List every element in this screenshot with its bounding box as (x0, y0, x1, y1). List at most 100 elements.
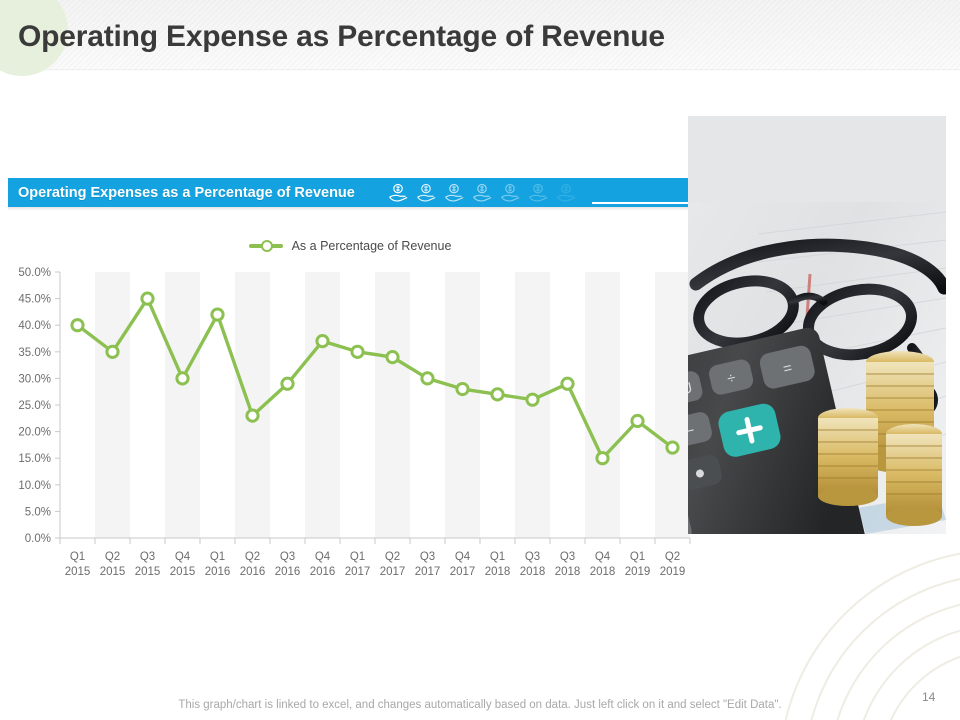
x-axis-label-quarter: Q2 (665, 551, 680, 563)
chart-title-underline (592, 202, 688, 204)
data-point-marker[interactable] (455, 381, 470, 397)
svg-text:−: − (688, 422, 697, 441)
data-point-marker[interactable] (560, 376, 575, 391)
y-axis-label: 30.0% (18, 373, 51, 385)
x-axis-label-year: 2019 (660, 566, 686, 578)
data-point-marker[interactable] (595, 451, 610, 466)
y-axis-label: 10.0% (18, 480, 51, 492)
x-axis-label-year: 2017 (380, 566, 406, 578)
x-axis-label-year: 2015 (135, 566, 161, 578)
data-point[interactable]: Q1 2015: 40% (70, 318, 85, 333)
x-axis-label-year: 2017 (345, 566, 371, 578)
x-axis-label-quarter: Q4 (595, 551, 611, 563)
x-axis-label-year: 2017 (450, 566, 476, 578)
data-point-marker[interactable] (385, 350, 400, 365)
data-point-marker[interactable] (245, 408, 260, 423)
data-point[interactable]: Q2 2016: 23% (245, 408, 260, 423)
legend-line-swatch (248, 240, 283, 252)
line-chart-svg[interactable]: 0.0% 5.0% 10.0% 15.0% 20.0% 25.0% 30.0% 35.0% 40… (0, 264, 700, 594)
header-band-edge (0, 69, 960, 71)
x-axis-label-year: 2018 (555, 566, 581, 578)
finance-photo: % MU ÷ = × − 3 00 (688, 116, 946, 534)
plot-band (585, 272, 620, 538)
x-axis-label-quarter: Q3 (420, 551, 435, 563)
data-point[interactable]: Q3 2016: 29% (280, 376, 295, 391)
x-axis-label-quarter: Q4 (175, 551, 191, 563)
data-point[interactable]: Q1 2018: 27% (490, 387, 505, 402)
x-axis-label-quarter: Q1 (350, 551, 365, 563)
data-point[interactable]: Q4 2018: 15% (595, 451, 610, 466)
data-point-marker[interactable] (490, 387, 505, 402)
plot-band (95, 272, 130, 538)
plot-band (655, 272, 690, 538)
y-axis-label: 15.0% (18, 453, 51, 465)
hand-holding-coin-icon (445, 183, 464, 201)
data-point-marker[interactable] (105, 344, 120, 359)
data-point-marker[interactable] (420, 371, 435, 386)
data-point[interactable]: Q2 2015: 35% (105, 344, 120, 359)
svg-text:÷: ÷ (725, 369, 737, 387)
x-axis-label-year: 2015 (65, 566, 91, 578)
x-axis-label-year: 2018 (485, 566, 511, 578)
chart-title-bar: Operating Expenses as a Percentage of Re… (8, 178, 688, 207)
hand-holding-coin-icon (557, 183, 576, 201)
x-axis-label-quarter: Q1 (210, 551, 225, 563)
page-title: Operating Expense as Percentage of Reven… (18, 20, 665, 53)
data-point[interactable]: Q3 2018: 29% (560, 376, 575, 391)
x-axis-label-year: 2019 (625, 566, 651, 578)
data-point-marker[interactable] (525, 392, 540, 407)
y-axis-label: 50.0% (18, 267, 51, 279)
data-point[interactable]: Q2 2017: 34% (385, 350, 400, 365)
data-point[interactable]: Q4 2017: 28% (455, 381, 470, 397)
data-point-marker[interactable] (350, 344, 365, 359)
x-axis-label-quarter: Q1 (630, 551, 645, 563)
hand-holding-coin-icon (473, 183, 492, 201)
data-point[interactable]: Q1 2017: 35% (350, 344, 365, 359)
data-point[interactable]: Q3 2015: 45% (140, 291, 155, 306)
data-point-marker[interactable] (140, 291, 155, 306)
data-point[interactable]: Q1 2019: 22% (630, 413, 645, 429)
data-point-marker[interactable] (315, 334, 330, 349)
data-point-marker[interactable] (210, 307, 225, 322)
data-point-marker[interactable] (70, 318, 85, 333)
data-point[interactable]: Q4 2015: 30% (175, 371, 190, 386)
data-line[interactable] (75, 296, 675, 460)
x-axis-label-quarter: Q1 (70, 551, 85, 563)
chart-title: Operating Expenses as a Percentage of Re… (18, 184, 355, 201)
data-point-marker[interactable] (665, 440, 680, 455)
data-point[interactable]: Q3 2018: 26% (525, 392, 540, 407)
data-point-marker[interactable] (280, 376, 295, 391)
chart-card[interactable]: Operating Expenses as a Percentage of Re… (0, 178, 700, 608)
page-number: 14 (922, 690, 936, 704)
data-point[interactable]: Q2 2019: 17% (665, 440, 680, 455)
x-axis-label-quarter: Q3 (525, 551, 540, 563)
hand-holding-coin-icon (417, 183, 436, 201)
x-axis-label-quarter: Q2 (385, 551, 400, 563)
x-axis-label-year: 2015 (100, 566, 126, 578)
data-point-marker[interactable] (175, 371, 190, 386)
chart-legend: As a Percentage of Revenue (0, 236, 700, 256)
data-point[interactable]: Q3 2017: 30% (420, 371, 435, 386)
y-axis-label: 20.0% (18, 427, 51, 439)
svg-text:=: = (781, 359, 794, 378)
legend-item[interactable]: As a Percentage of Revenue (248, 239, 451, 253)
x-axis-label-year: 2017 (415, 566, 441, 578)
x-axis-label-year: 2016 (275, 566, 301, 578)
x-axis-label-year: 2016 (205, 566, 231, 578)
chart-plot-area[interactable]: 0.0% 5.0% 10.0% 15.0% 20.0% 25.0% 30.0% 35.0% 40… (0, 264, 700, 594)
hand-holding-coin-icon (389, 183, 408, 201)
plot-band (305, 272, 340, 538)
data-point[interactable]: Q4 2016: 37% (315, 334, 330, 349)
data-point[interactable]: Q1 2016: 42% (210, 307, 225, 322)
x-axis-label-quarter: Q3 (280, 551, 295, 563)
hand-holding-coin-icon (501, 183, 520, 201)
legend-marker-icon (260, 240, 273, 252)
plot-band (375, 272, 410, 538)
chart-title-bar-shadow (8, 207, 688, 211)
x-axis-label-year: 2016 (310, 566, 336, 578)
data-point-marker[interactable] (630, 413, 645, 429)
y-axis-label: 0.0% (25, 533, 51, 545)
finance-photo-illustration: % MU ÷ = × − 3 00 (688, 116, 946, 534)
y-axis-label: 25.0% (18, 400, 51, 412)
